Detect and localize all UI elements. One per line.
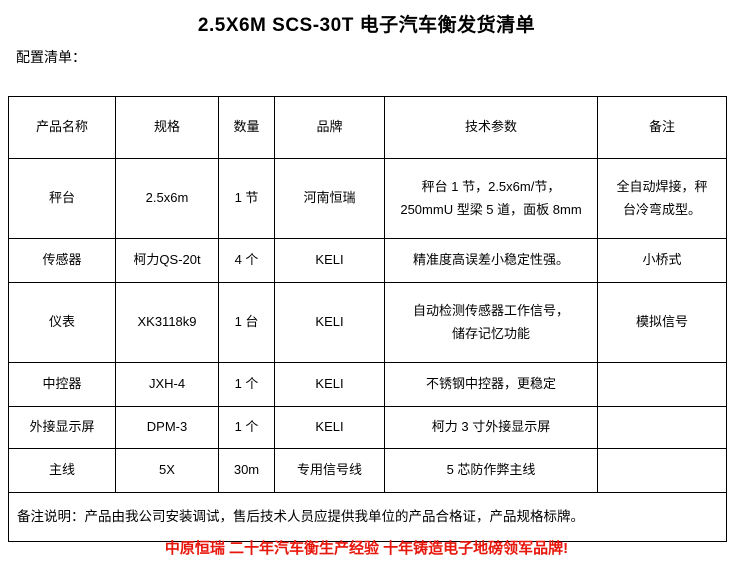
cell-tech-params: 精准度高误差小稳定性强。: [384, 238, 598, 283]
cell-product-name: 传感器: [8, 238, 116, 283]
cell-tech-params: 柯力 3 寸外接显示屏: [384, 406, 598, 449]
cell-tech-line-2: 250mmU 型梁 5 道，面板 8mm: [400, 201, 582, 217]
cell-remark: [597, 448, 727, 493]
cell-product-name: 主线: [8, 448, 116, 493]
cell-remark-line-1: 全自动焊接，秤: [616, 178, 708, 194]
cell-remark: [597, 406, 727, 449]
cell-product-name: 秤台: [8, 158, 116, 239]
cell-quantity: 1 个: [218, 362, 275, 407]
table-row: 传感器 柯力QS-20t 4 个 KELI 精准度高误差小稳定性强。 小桥式: [8, 238, 727, 283]
configuration-list-label: 配置清单：: [16, 49, 86, 65]
cell-brand: 河南恒瑞: [274, 158, 385, 239]
cell-remark: 模拟信号: [597, 282, 727, 363]
cell-tech-params: 5 芯防作弊主线: [384, 448, 598, 493]
cell-tech-params: 秤台 1 节，2.5x6m/节， 250mmU 型梁 5 道，面板 8mm: [384, 158, 598, 239]
column-header-tech-params: 技术参数: [384, 96, 598, 159]
packing-list-table: 产品名称 规格 数量 品牌 技术参数 备注 秤台 2.5x6m 1 节 河南恒瑞…: [8, 96, 727, 542]
cell-spec: XK3118k9: [115, 282, 219, 363]
remark-note: 备注说明：产品由我公司安装调试，售后技术人员应提供我单位的产品合格证，产品规格标…: [8, 492, 727, 542]
cell-brand: KELI: [274, 238, 385, 283]
cell-quantity: 1 个: [218, 406, 275, 449]
cell-spec: JXH-4: [115, 362, 219, 407]
cell-spec: 柯力QS-20t: [115, 238, 219, 283]
cell-tech-line-1: 自动检测传感器工作信号，: [412, 302, 569, 318]
column-header-quantity: 数量: [218, 96, 275, 159]
cell-spec: 2.5x6m: [115, 158, 219, 239]
cell-tech-params: 自动检测传感器工作信号， 储存记忆功能: [384, 282, 598, 363]
cell-quantity: 1 节: [218, 158, 275, 239]
cell-remark: 小桥式: [597, 238, 727, 283]
table-row: 中控器 JXH-4 1 个 KELI 不锈钢中控器，更稳定: [8, 362, 727, 407]
cell-product-name: 外接显示屏: [8, 406, 116, 449]
company-tagline: 中原恒瑞 二十年汽车衡生产经验 十年铸造电子地磅领军品牌!: [164, 540, 569, 557]
cell-brand: KELI: [274, 282, 385, 363]
cell-brand: KELI: [274, 362, 385, 407]
table-row: 主线 5X 30m 专用信号线 5 芯防作弊主线: [8, 448, 727, 493]
cell-quantity: 4 个: [218, 238, 275, 283]
table-row: 仪表 XK3118k9 1 台 KELI 自动检测传感器工作信号， 储存记忆功能…: [8, 282, 727, 363]
cell-remark: 全自动焊接，秤 台冷弯成型。: [597, 158, 727, 239]
table-note-row: 备注说明：产品由我公司安装调试，售后技术人员应提供我单位的产品合格证，产品规格标…: [8, 492, 727, 542]
cell-tech-params: 不锈钢中控器，更稳定: [384, 362, 598, 407]
cell-tech-line-1: 秤台 1 节，2.5x6m/节，: [421, 178, 561, 194]
page-title: 2.5X6M SCS-30T 电子汽车衡发货清单: [197, 15, 536, 36]
cell-spec: DPM-3: [115, 406, 219, 449]
cell-remark-line-2: 台冷弯成型。: [622, 201, 701, 217]
cell-quantity: 30m: [218, 448, 275, 493]
column-header-product-name: 产品名称: [8, 96, 116, 159]
cell-product-name: 仪表: [8, 282, 116, 363]
cell-tech-line-2: 储存记忆功能: [451, 325, 530, 341]
table-row: 秤台 2.5x6m 1 节 河南恒瑞 秤台 1 节，2.5x6m/节， 250m…: [8, 158, 727, 239]
cell-product-name: 中控器: [8, 362, 116, 407]
table-header-row: 产品名称 规格 数量 品牌 技术参数 备注: [8, 96, 727, 159]
table-row: 外接显示屏 DPM-3 1 个 KELI 柯力 3 寸外接显示屏: [8, 406, 727, 449]
cell-quantity: 1 台: [218, 282, 275, 363]
cell-remark: [597, 362, 727, 407]
column-header-brand: 品牌: [274, 96, 385, 159]
cell-brand: 专用信号线: [274, 448, 385, 493]
cell-spec: 5X: [115, 448, 219, 493]
column-header-remark: 备注: [597, 96, 727, 159]
column-header-spec: 规格: [115, 96, 219, 159]
cell-brand: KELI: [274, 406, 385, 449]
